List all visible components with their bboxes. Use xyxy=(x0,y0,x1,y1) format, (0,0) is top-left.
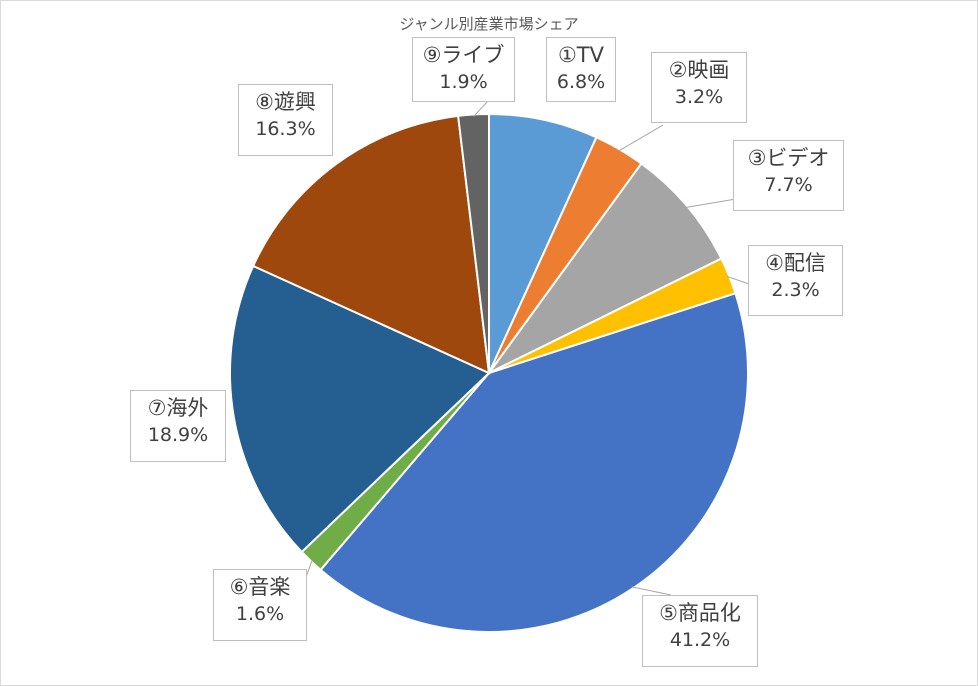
leader-line-streaming xyxy=(726,275,750,285)
data-label-overseas: ⑦海外 18.9% xyxy=(130,390,226,462)
data-label-music: ⑥音楽 1.6% xyxy=(213,569,307,641)
leader-line-live xyxy=(473,101,488,117)
data-label-video: ③ビデオ 7.7% xyxy=(733,140,844,211)
pie-slice-overseas xyxy=(229,264,491,554)
leader-line-video xyxy=(685,198,737,208)
data-label-live: ⑨ライブ 1.9% xyxy=(412,37,515,102)
pie-slice-video xyxy=(488,162,723,374)
leader-line-merchandise xyxy=(631,586,672,596)
data-label-merchandise: ⑤商品化 41.2% xyxy=(642,595,758,667)
leader-line-movie xyxy=(618,124,664,152)
pie-slice-live xyxy=(457,112,490,374)
chart-title: ジャンル別産業市場シェア xyxy=(399,15,579,33)
pie-slice-amusement xyxy=(251,114,491,375)
pie-slice-tv xyxy=(488,112,598,374)
data-label-movie: ②映画 3.2% xyxy=(651,52,747,123)
data-label-amusement: ⑧遊興 16.3% xyxy=(238,84,333,156)
pie-slice-merchandise xyxy=(319,292,749,634)
data-label-tv: ①TV 6.8% xyxy=(546,37,616,102)
data-label-streaming: ④配信 2.3% xyxy=(748,245,843,316)
